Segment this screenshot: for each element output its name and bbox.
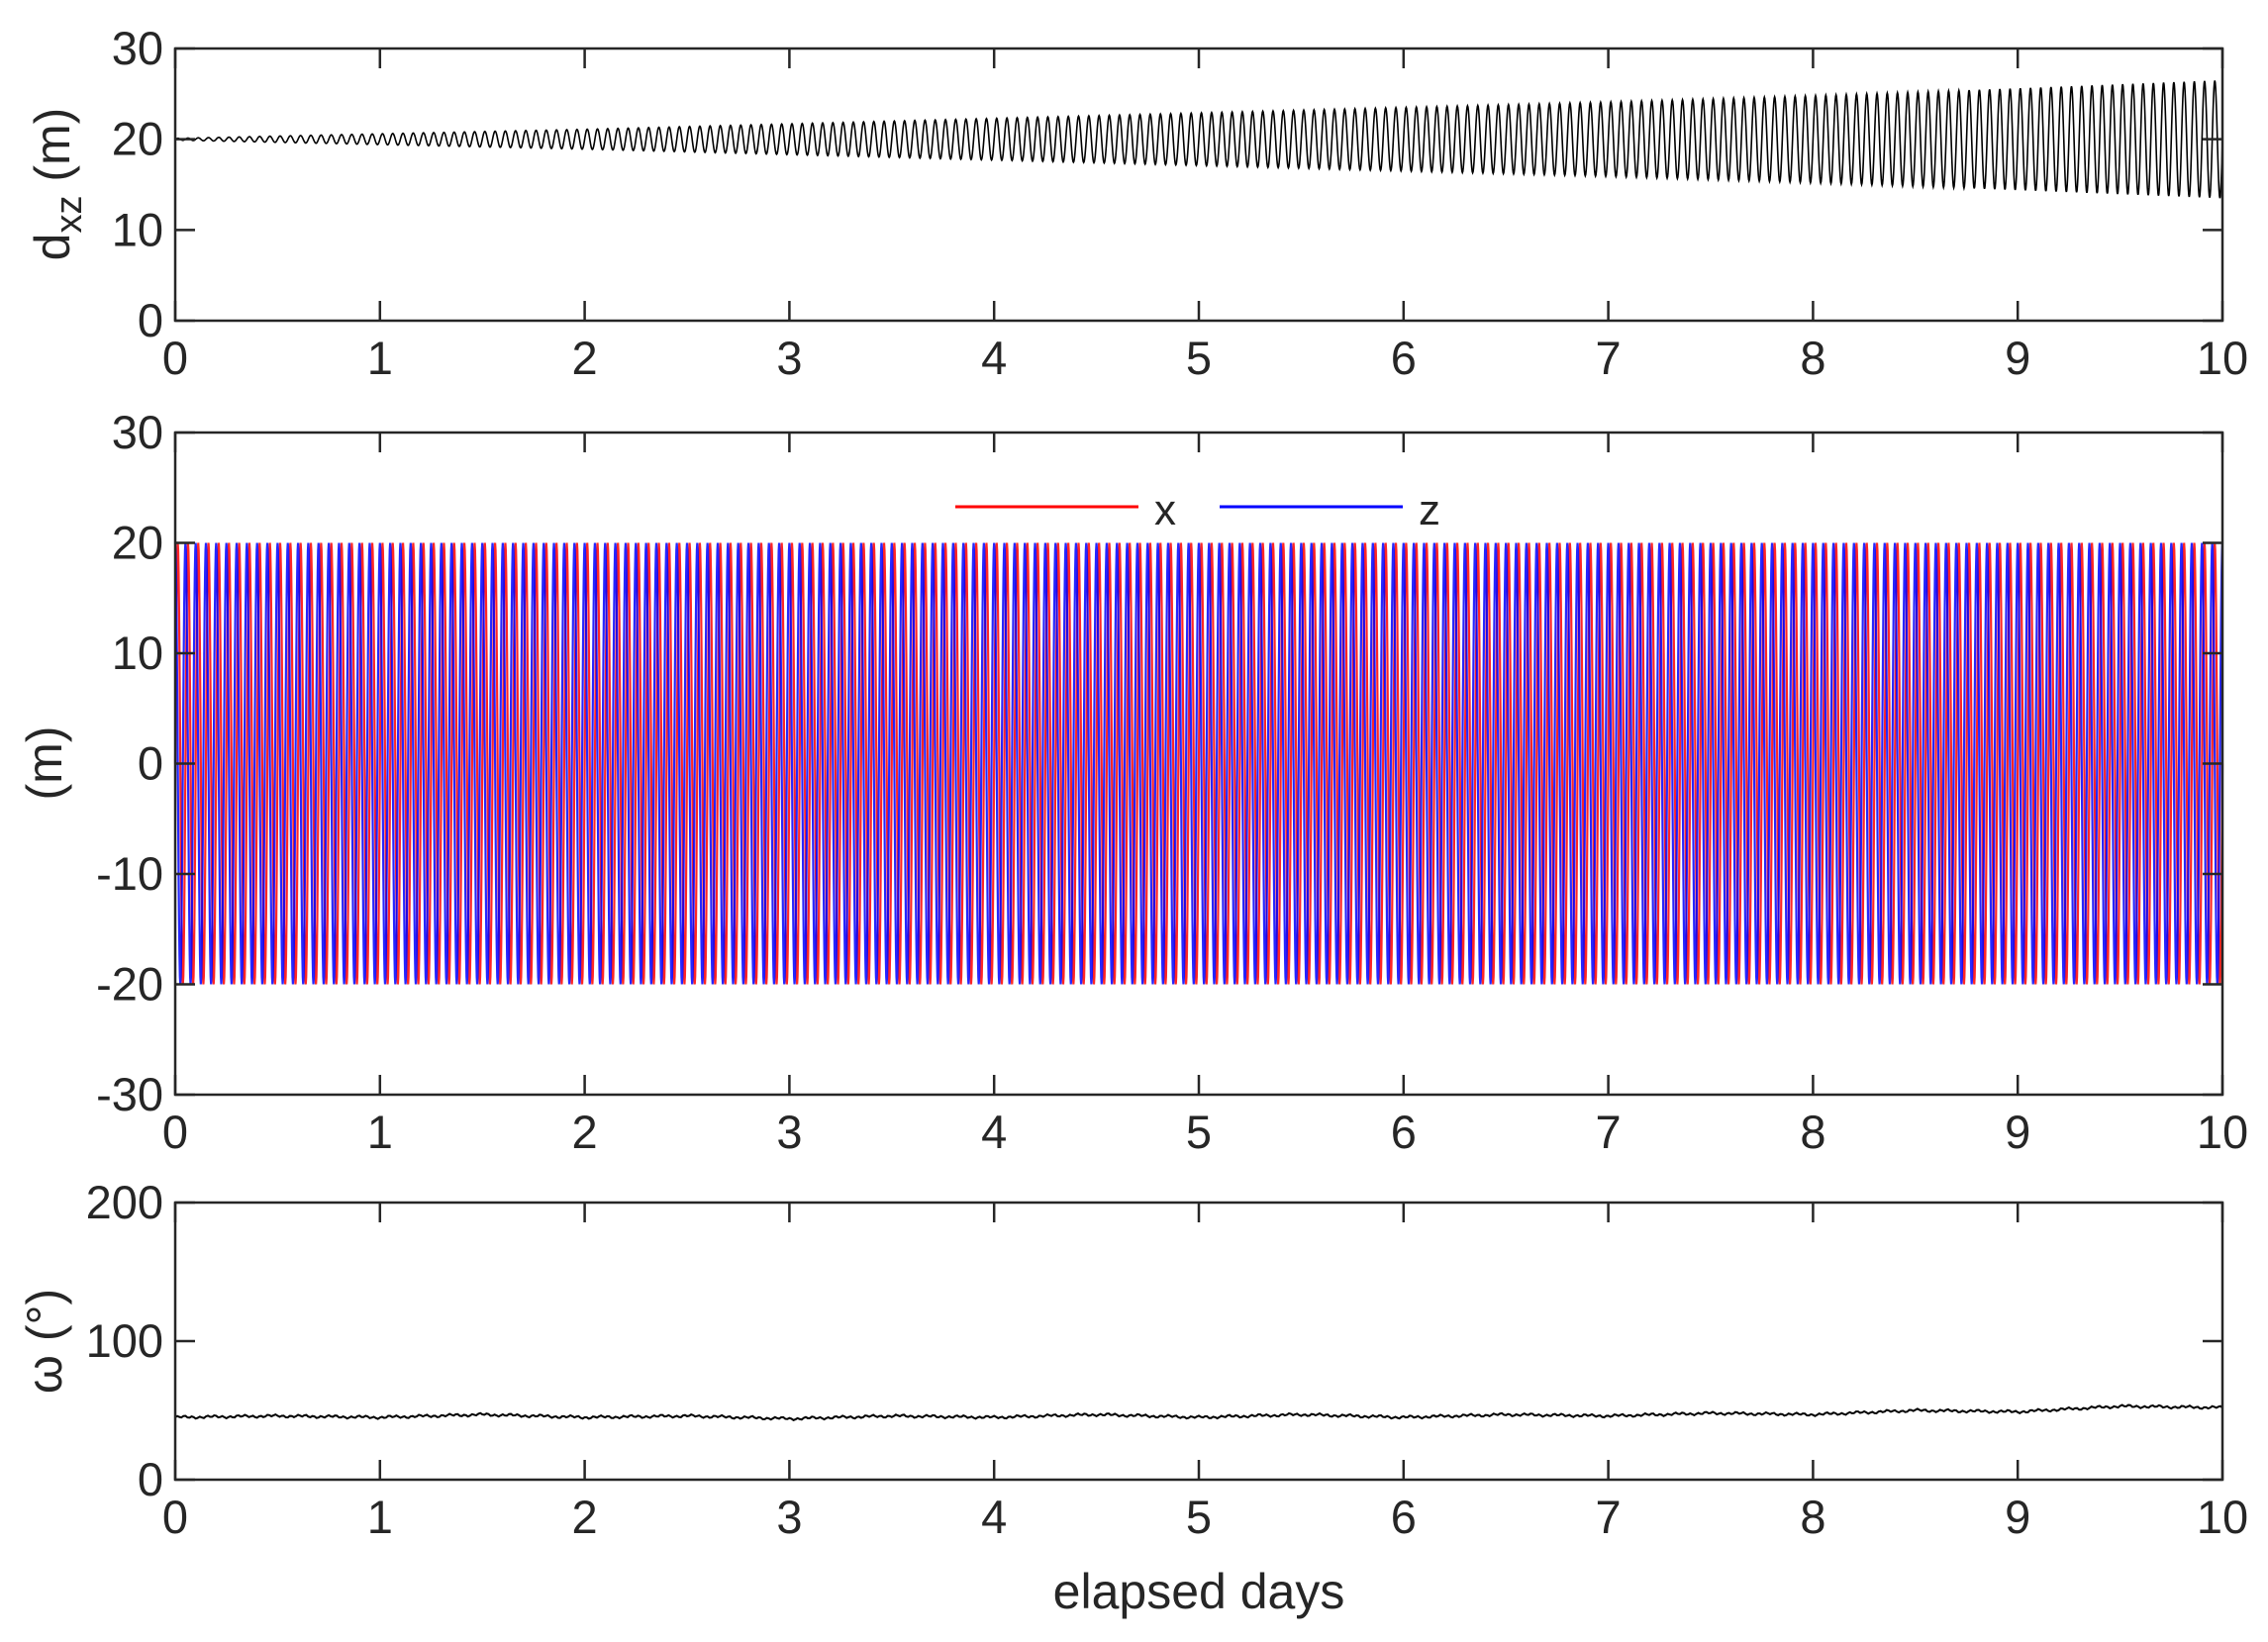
x-tick-label: 7 bbox=[1596, 332, 1622, 384]
x-tick-label: 4 bbox=[981, 1491, 1007, 1543]
x-tick-label: 3 bbox=[776, 1106, 802, 1158]
y-tick-label: -10 bbox=[96, 847, 163, 900]
x-tick-label: 1 bbox=[367, 1491, 393, 1543]
xz-position-series-z bbox=[173, 542, 2224, 985]
x-tick-label: 6 bbox=[1391, 1491, 1417, 1543]
y-tick-label: -20 bbox=[96, 958, 163, 1011]
y-tick-label: 0 bbox=[138, 1453, 163, 1505]
x-tick-label: 4 bbox=[981, 1106, 1007, 1158]
legend-x-label: x bbox=[1154, 486, 1176, 534]
y-tick-label: 100 bbox=[86, 1314, 163, 1367]
y-tick-label: -30 bbox=[96, 1068, 163, 1120]
xz-position-plot-area bbox=[173, 542, 2224, 985]
x-tick-label: 1 bbox=[367, 332, 393, 384]
y-tick-label: 30 bbox=[112, 406, 163, 458]
x-tick-label: 5 bbox=[1186, 332, 1212, 384]
distance-axes-box bbox=[173, 47, 2224, 323]
x-tick-label: 7 bbox=[1596, 1491, 1622, 1543]
xz-position-ylabel: (m) bbox=[17, 726, 72, 801]
omega-series-line bbox=[174, 1403, 2223, 1421]
y-tick-label: 20 bbox=[112, 113, 163, 165]
x-tick-label: 0 bbox=[162, 332, 188, 384]
distance-ylabel: dxz (m) bbox=[25, 108, 90, 261]
x-tick-label: 10 bbox=[2197, 1106, 2248, 1158]
legend-z-label: z bbox=[1419, 486, 1440, 534]
x-tick-label: 8 bbox=[1800, 1491, 1825, 1543]
omega-plot-area bbox=[174, 1403, 2223, 1421]
distance-plot-area bbox=[174, 80, 2223, 199]
y-tick-label: 10 bbox=[112, 203, 163, 255]
y-tick-label: 0 bbox=[138, 294, 163, 346]
x-tick-label: 8 bbox=[1800, 1106, 1825, 1158]
xz-position-axis-ticks: 0 1 2 3 4 5 6 7 8 9 10 -30 -20 -10 0 10 20 30 bbox=[96, 406, 2248, 1158]
x-tick-label: 6 bbox=[1391, 1106, 1417, 1158]
x-tick-label: 5 bbox=[1186, 1491, 1212, 1543]
legend: x z bbox=[955, 486, 1440, 534]
x-tick-label: 3 bbox=[776, 332, 802, 384]
x-tick-label: 2 bbox=[572, 332, 598, 384]
x-tick-label: 0 bbox=[162, 1491, 188, 1543]
x-tick-label: 10 bbox=[2197, 1491, 2248, 1543]
y-tick-label: 20 bbox=[112, 517, 163, 569]
x-tick-label: 2 bbox=[572, 1106, 598, 1158]
distance-subplot: 0 1 2 3 4 5 6 7 8 9 10 0 10 20 30 dxz (m) bbox=[25, 22, 2248, 384]
x-tick-label: 5 bbox=[1186, 1106, 1212, 1158]
x-tick-label: 10 bbox=[2197, 332, 2248, 384]
x-tick-label: 9 bbox=[2005, 332, 2030, 384]
y-tick-label: 200 bbox=[86, 1176, 163, 1228]
omega-ylabel: ω (°) bbox=[17, 1289, 72, 1394]
y-tick-label: 0 bbox=[138, 737, 163, 790]
xz-position-subplot: 0 1 2 3 4 5 6 7 8 9 10 -30 -20 -10 0 10 20 30 (m) x z bbox=[17, 406, 2248, 1158]
x-tick-label: 7 bbox=[1596, 1106, 1622, 1158]
y-tick-label: 10 bbox=[112, 627, 163, 679]
y-tick-label: 30 bbox=[112, 22, 163, 74]
omega-axes-box bbox=[173, 1201, 2224, 1482]
x-tick-label: 9 bbox=[2005, 1106, 2030, 1158]
omega-xlabel: elapsed days bbox=[1053, 1564, 1345, 1619]
distance-axis-ticks: 0 1 2 3 4 5 6 7 8 9 10 0 10 20 30 bbox=[112, 22, 2248, 384]
distance-series-line bbox=[174, 80, 2223, 199]
xz-position-series-x bbox=[173, 542, 2224, 985]
x-tick-label: 9 bbox=[2005, 1491, 2030, 1543]
x-tick-label: 1 bbox=[367, 1106, 393, 1158]
x-tick-label: 4 bbox=[981, 332, 1007, 384]
x-tick-label: 6 bbox=[1391, 332, 1417, 384]
x-tick-label: 8 bbox=[1800, 332, 1825, 384]
x-tick-label: 0 bbox=[162, 1106, 188, 1158]
x-tick-label: 2 bbox=[572, 1491, 598, 1543]
x-tick-label: 3 bbox=[776, 1491, 802, 1543]
